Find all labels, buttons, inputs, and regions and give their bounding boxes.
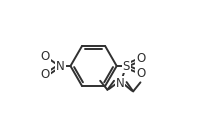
Text: O: O [135, 67, 144, 80]
Text: O: O [40, 50, 49, 63]
Text: O: O [40, 69, 49, 81]
Text: N: N [115, 77, 124, 90]
Text: S: S [122, 60, 129, 72]
Text: O: O [135, 52, 144, 65]
Text: N: N [56, 60, 65, 72]
